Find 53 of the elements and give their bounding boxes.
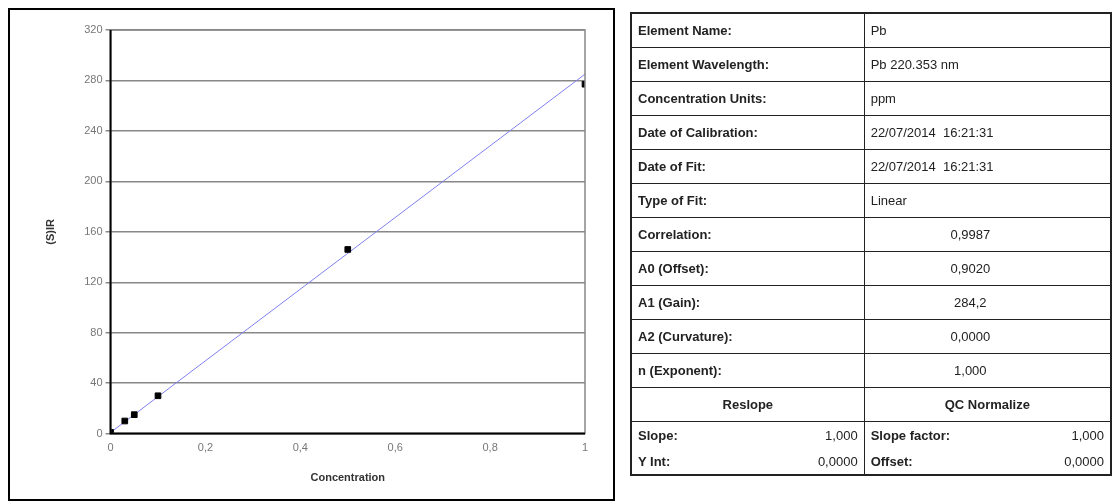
y-axis-title: (S)IR [43, 218, 56, 245]
text: A1 (Gain): [631, 285, 865, 320]
text: Slope: [631, 421, 764, 448]
y-tick-label: 200 [84, 174, 103, 187]
x-tick-label: 0,4 [292, 441, 308, 454]
text: A2 (Curvature): [631, 319, 865, 354]
text: A0 (Offset): [631, 251, 865, 286]
text: 1,000 [864, 353, 1111, 388]
text: 1,000 [763, 421, 865, 448]
y-tick-label: 160 [84, 224, 103, 237]
text: Concentration Units: [631, 81, 865, 116]
text: n (Exponent): [631, 353, 865, 388]
text: QC Normalize [864, 387, 1111, 422]
text: 0,0000 [990, 448, 1111, 475]
x-tick-label: 0 [107, 441, 114, 454]
point [130, 411, 138, 419]
text: 22/07/2014 16:21:31 [864, 115, 1111, 150]
text: Element Wavelength: [631, 47, 865, 82]
text: Pb [864, 13, 1111, 48]
x-axis-title: Concentration [310, 471, 386, 484]
text: Type of Fit: [631, 183, 865, 218]
text: 0,9987 [864, 217, 1111, 252]
text: Element Name: [631, 13, 865, 48]
text: Pb 220.353 nm [864, 47, 1111, 82]
text: Correlation: [631, 217, 865, 252]
point [344, 246, 352, 253]
text: Date of Calibration: [631, 115, 865, 150]
y-tick-label: 0 [96, 426, 103, 439]
text: Date of Fit: [631, 149, 865, 184]
y-tick-label: 40 [90, 376, 103, 389]
x-tick-label: 0,6 [387, 441, 403, 454]
text: Linear [864, 183, 1111, 218]
y-tick-label: 320 [84, 23, 103, 36]
x-tick-label: 0,2 [197, 441, 214, 454]
x-tick-label: 0,8 [482, 441, 498, 454]
point [154, 392, 162, 400]
x-tick-label: 1 [581, 441, 589, 454]
text: 0,0000 [864, 319, 1111, 354]
text: Y Int: [631, 448, 764, 475]
text: ppm [864, 81, 1111, 116]
text: Offset: [864, 448, 991, 475]
text: Reslope [631, 387, 865, 422]
text: 1,000 [990, 421, 1111, 448]
text: 22/07/2014 16:21:31 [864, 149, 1111, 184]
y-tick-label: 80 [90, 325, 103, 338]
y-tick-label: 240 [84, 123, 103, 136]
text: 0,0000 [763, 448, 865, 475]
y-tick-label: 280 [84, 73, 103, 86]
text: 284,2 [864, 285, 1111, 320]
text: 0,9020 [864, 251, 1111, 286]
text: Slope factor: [864, 421, 991, 448]
point [121, 417, 129, 425]
y-tick-label: 120 [84, 275, 103, 288]
